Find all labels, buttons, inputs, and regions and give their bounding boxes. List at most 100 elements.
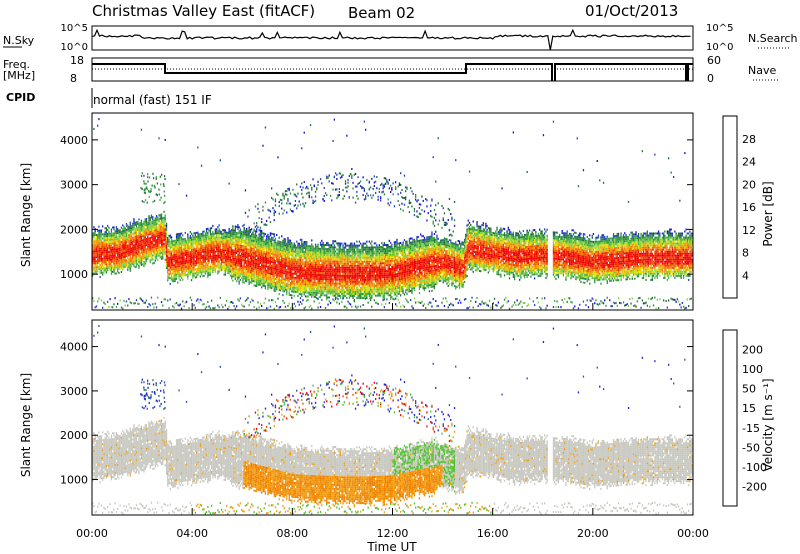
power-cell bbox=[328, 300, 330, 303]
power-cell bbox=[263, 240, 265, 243]
power-cell bbox=[256, 281, 258, 283]
power-cell bbox=[302, 196, 304, 199]
power-cell bbox=[172, 258, 174, 261]
power-cell bbox=[328, 244, 330, 247]
power-cell bbox=[210, 251, 213, 254]
power-cell bbox=[308, 191, 310, 194]
power-cell bbox=[246, 270, 248, 273]
power-cell bbox=[197, 231, 199, 234]
power-cell bbox=[148, 247, 150, 250]
power-cell bbox=[207, 268, 209, 271]
power-cell bbox=[180, 262, 183, 265]
power-cell bbox=[190, 244, 193, 247]
power-cell bbox=[284, 274, 287, 277]
power-cell bbox=[224, 269, 226, 272]
power-cell bbox=[317, 261, 319, 264]
power-cell bbox=[142, 251, 144, 254]
power-cell bbox=[162, 221, 164, 224]
power-cell bbox=[177, 243, 179, 246]
power-cell bbox=[195, 246, 198, 248]
power-cell bbox=[254, 268, 257, 271]
power-cell bbox=[244, 237, 247, 240]
power-cell bbox=[259, 267, 262, 270]
power-cell bbox=[133, 244, 135, 247]
power-cell bbox=[154, 239, 156, 242]
power-cell bbox=[344, 295, 347, 297]
power-cell bbox=[278, 201, 280, 204]
power-cell bbox=[309, 263, 312, 266]
power-cell bbox=[339, 258, 342, 261]
power-cell bbox=[283, 197, 285, 200]
power-cell bbox=[297, 280, 299, 283]
power-cell bbox=[216, 244, 218, 247]
power-cell bbox=[118, 243, 120, 246]
power-cell bbox=[267, 233, 269, 236]
power-cell bbox=[243, 265, 245, 268]
power-cell bbox=[236, 274, 238, 277]
power-cell bbox=[233, 261, 235, 264]
power-cell bbox=[154, 217, 156, 220]
power-cell bbox=[317, 263, 319, 266]
power-cell bbox=[256, 236, 258, 239]
power-cell bbox=[137, 302, 139, 305]
power-cell bbox=[296, 207, 298, 210]
power-cell bbox=[231, 259, 233, 262]
power-cell bbox=[115, 272, 118, 275]
power-cell bbox=[189, 267, 191, 270]
power-cell bbox=[228, 260, 230, 263]
power-cell bbox=[252, 257, 254, 260]
power-cell bbox=[321, 182, 323, 185]
power-cell bbox=[137, 229, 139, 231]
power-cell bbox=[187, 261, 189, 264]
power-cell bbox=[119, 257, 121, 260]
power-cell bbox=[277, 270, 279, 273]
power-cell bbox=[238, 230, 240, 233]
power-cell bbox=[189, 259, 191, 262]
power-cell bbox=[209, 271, 211, 274]
power-cell bbox=[251, 253, 253, 256]
power-cell bbox=[302, 291, 304, 294]
power-cell bbox=[309, 257, 312, 260]
power-cell bbox=[109, 267, 111, 269]
power-cell bbox=[112, 252, 114, 255]
power-cell bbox=[246, 254, 248, 257]
power-cell bbox=[152, 236, 154, 239]
power-cell bbox=[114, 236, 116, 239]
power-cell bbox=[192, 266, 194, 269]
power-cell bbox=[313, 253, 315, 256]
power-cell bbox=[311, 247, 313, 250]
power-cell bbox=[130, 257, 133, 260]
power-cell bbox=[302, 285, 304, 288]
power-cell bbox=[331, 262, 333, 265]
power-cell bbox=[135, 223, 138, 226]
power-cell bbox=[219, 244, 221, 247]
power-cell bbox=[281, 249, 283, 252]
power-cell bbox=[303, 265, 305, 268]
power-cell bbox=[344, 280, 347, 283]
power-cell bbox=[294, 270, 297, 273]
power-cell bbox=[134, 231, 136, 234]
power-cell bbox=[175, 273, 178, 276]
power-cell bbox=[254, 232, 257, 235]
power-cell bbox=[200, 247, 203, 250]
power-cell bbox=[210, 299, 213, 302]
power-cell bbox=[165, 265, 168, 267]
power-cell bbox=[242, 241, 244, 243]
power-cell bbox=[130, 239, 133, 242]
power-cell bbox=[213, 248, 215, 251]
power-cell bbox=[341, 280, 343, 283]
power-cell bbox=[98, 249, 100, 252]
power-cell bbox=[125, 241, 128, 244]
power-cell bbox=[145, 226, 148, 229]
power-cell bbox=[149, 224, 151, 227]
power-cell bbox=[297, 250, 299, 253]
power-cell bbox=[180, 248, 183, 251]
power-cell bbox=[317, 280, 319, 282]
power-cell bbox=[242, 279, 244, 282]
power-cell bbox=[94, 258, 96, 261]
power-cell bbox=[210, 235, 213, 238]
power-cell bbox=[99, 257, 101, 260]
power-cell bbox=[281, 235, 283, 238]
power-cell bbox=[322, 290, 324, 293]
power-cell bbox=[304, 261, 307, 264]
